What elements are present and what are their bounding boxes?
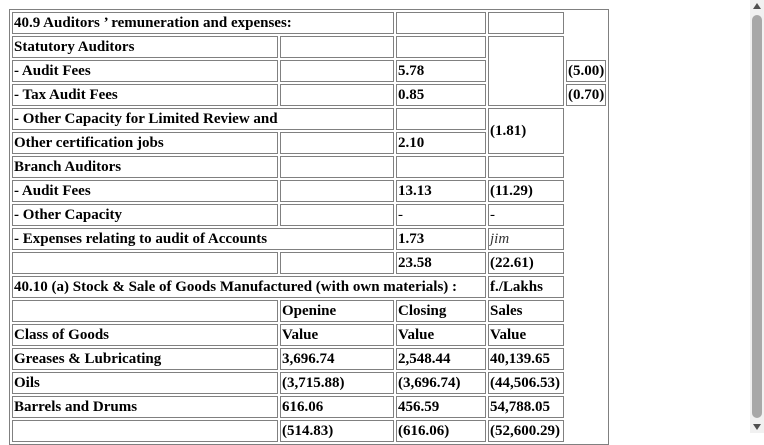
table-cell: (44,506.53)	[488, 372, 564, 394]
table-cell: (514.83)	[280, 420, 394, 442]
table-cell: 23.58	[396, 252, 486, 274]
table-cell: 40.10 (a) Stock & Sale of Goods Manufact…	[12, 276, 486, 298]
table-cell: 2,548.44	[396, 348, 486, 370]
table-cell: -	[396, 204, 486, 226]
scrollbar-thumb[interactable]	[752, 15, 762, 418]
table-row: Barrels and Drums 616.06 456.59 54,788.05	[12, 396, 606, 418]
table-body: 40.9 Auditors ’ remuneration and expense…	[12, 12, 607, 442]
empty-cell	[12, 300, 278, 322]
table-row: Oils (3,715.88) (3,696.74) (44,506.53)	[12, 372, 606, 394]
table-row: - Audit Fees 5.78 (5.00)	[12, 60, 607, 82]
table-cell: Greases & Lubricating	[12, 348, 278, 370]
table-row: - Expenses relating to audit of Accounts…	[12, 228, 606, 250]
table-cell: Other certification jobs	[12, 132, 278, 154]
table-cell: Statutory Auditors	[12, 36, 278, 58]
scroll-up-arrow-icon[interactable]	[753, 3, 761, 9]
table-cell: - Tax Audit Fees	[12, 84, 278, 106]
table-row: Greases & Lubricating 3,696.74 2,548.44 40,…	[12, 348, 606, 370]
empty-cell	[280, 180, 394, 202]
table-cell: 2.10	[396, 132, 486, 154]
table-cell: 3,696.74	[280, 348, 394, 370]
empty-cell	[280, 84, 394, 106]
table-cell: - Other Capacity	[12, 204, 278, 226]
table-cell: (616.06)	[396, 420, 486, 442]
empty-cell	[396, 108, 486, 130]
table-row: 23.58 (22.61)	[12, 252, 606, 274]
table-cell: - Audit Fees	[12, 60, 278, 82]
table-cell: 1.73	[396, 228, 486, 250]
table-cell: Value	[488, 324, 564, 346]
table-cell: Sales	[488, 300, 564, 322]
table-cell: Value	[280, 324, 394, 346]
table-cell: jim	[488, 228, 564, 250]
table-row: - Other Capacity - -	[12, 204, 606, 226]
table-cell: 40.9 Auditors ’ remuneration and expense…	[12, 12, 394, 34]
table-cell: (5.00)	[566, 60, 607, 82]
table-row: Class of Goods Value Value Value	[12, 324, 606, 346]
table-cell: f./Lakhs	[488, 276, 564, 298]
financial-notes-table: 40.9 Auditors ’ remuneration and expense…	[9, 9, 610, 445]
empty-cell	[280, 204, 394, 226]
table-cell: Oils	[12, 372, 278, 394]
empty-cell	[488, 36, 564, 106]
empty-cell	[396, 12, 486, 34]
empty-cell	[396, 36, 486, 58]
table-cell: (11.29)	[488, 180, 564, 202]
table-row: Statutory Auditors	[12, 36, 606, 106]
scroll-down-arrow-icon[interactable]	[753, 424, 761, 430]
table-cell: Value	[396, 324, 486, 346]
empty-cell	[12, 420, 278, 442]
empty-cell	[280, 252, 394, 274]
empty-cell	[280, 36, 394, 58]
vertical-scrollbar[interactable]	[750, 0, 764, 433]
empty-cell	[12, 252, 278, 274]
empty-cell	[488, 12, 564, 34]
table-row: - Other Capacity for Limited Review and (…	[12, 108, 606, 154]
empty-cell	[280, 156, 394, 178]
table-cell: 54,788.05	[488, 396, 564, 418]
table-cell: 0.85	[396, 84, 486, 106]
empty-cell	[488, 156, 564, 178]
table-cell: 40,139.65	[488, 348, 564, 370]
table-cell: (3,715.88)	[280, 372, 394, 394]
table-cell: Branch Auditors	[12, 156, 278, 178]
table-cell: - Audit Fees	[12, 180, 278, 202]
table-cell: Closing	[396, 300, 486, 322]
table-cell: 456.59	[396, 396, 486, 418]
table-cell: (1.81)	[488, 108, 564, 154]
table-row: - Tax Audit Fees 0.85 (0.70)	[12, 84, 607, 106]
table-row: Other certification jobs 2.10	[12, 132, 606, 154]
table-cell: Barrels and Drums	[12, 396, 278, 418]
table-row: (514.83) (616.06) (52,600.29)	[12, 420, 606, 442]
table-cell: - Other Capacity for Limited Review and	[12, 108, 394, 130]
table-cell: Class of Goods	[12, 324, 278, 346]
table-cell: 616.06	[280, 396, 394, 418]
table-cell: (22.61)	[488, 252, 564, 274]
table-cell: (52,600.29)	[488, 420, 564, 442]
table-cell: (3,696.74)	[396, 372, 486, 394]
table-row: 40.10 (a) Stock & Sale of Goods Manufact…	[12, 276, 606, 298]
table-row: 40.9 Auditors ’ remuneration and expense…	[12, 12, 606, 34]
empty-cell	[280, 60, 394, 82]
empty-cell	[280, 132, 394, 154]
empty-cell	[396, 156, 486, 178]
table-cell: - Expenses relating to audit of Accounts	[12, 228, 394, 250]
table-cell: -	[488, 204, 564, 226]
table-cell: 13.13	[396, 180, 486, 202]
table-row: Branch Auditors	[12, 156, 606, 178]
table-row: - Audit Fees 13.13 (11.29)	[12, 180, 606, 202]
table-cell: (0.70)	[566, 84, 607, 106]
table-cell: 5.78	[396, 60, 486, 82]
table-row: Openine Closing Sales	[12, 300, 606, 322]
table-cell: Openine	[280, 300, 394, 322]
